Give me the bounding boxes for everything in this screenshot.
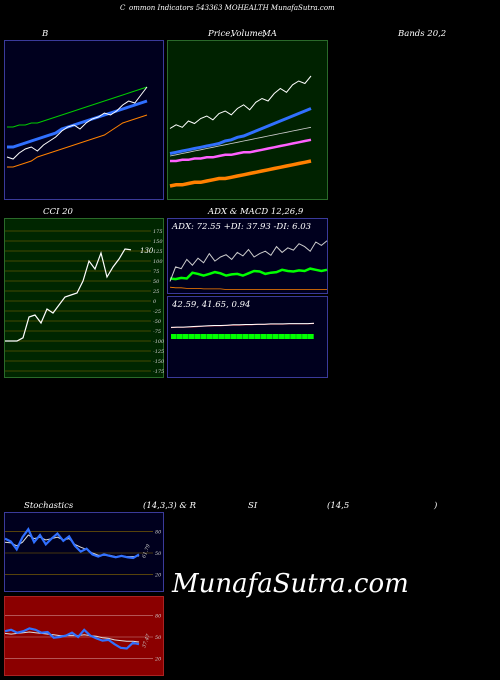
stoch-tick-label: 80 bbox=[155, 529, 162, 535]
rsi-main-line bbox=[4, 627, 140, 650]
adx-minus-di-line bbox=[169, 286, 327, 290]
macd-histogram-bar bbox=[308, 334, 314, 339]
bb-upper-band-line bbox=[7, 86, 148, 128]
cci-tick-label: 150 bbox=[153, 239, 163, 245]
bands-short-label: B bbox=[42, 29, 49, 39]
si-label: SI bbox=[248, 501, 258, 511]
rsi-close-label: ) bbox=[434, 501, 438, 511]
rsi-params-label: (14,5 bbox=[327, 501, 350, 511]
cci-tick-label: -50 bbox=[153, 319, 162, 325]
macd-panel: 42.59, 41.65, 0.94 bbox=[167, 296, 328, 378]
volume-label: Volume, bbox=[231, 29, 266, 39]
stoch-tick-label: 20 bbox=[154, 573, 162, 579]
cci-tick-label: 50 bbox=[153, 279, 160, 285]
cci-tick-label: 175 bbox=[153, 229, 163, 235]
stochastics-label: Stochastics bbox=[24, 501, 74, 511]
rsi-tick-label: 50 bbox=[155, 635, 162, 641]
stoch-tick-label: 50 bbox=[155, 551, 162, 557]
macd-readout: 42.59, 41.65, 0.94 bbox=[172, 300, 251, 310]
macd-histogram-bar bbox=[200, 334, 207, 339]
stoch-params-label: (14,3,3) & R bbox=[143, 501, 197, 511]
macd-histogram-bar bbox=[171, 334, 177, 339]
header-title-c: C bbox=[120, 4, 126, 12]
cci-tick-label: -125 bbox=[153, 349, 164, 355]
bb-middle-band-line bbox=[7, 99, 148, 149]
macd-histogram-bar bbox=[212, 334, 219, 339]
stoch-last-label: 61.79 bbox=[141, 543, 152, 559]
cci-tick-label: -175 bbox=[153, 369, 164, 375]
price-ma-panel bbox=[167, 40, 328, 200]
bb-lower-band-line bbox=[7, 114, 148, 168]
macd-histogram-bar bbox=[296, 334, 302, 339]
macd-histogram-bar bbox=[230, 334, 237, 339]
macd-line bbox=[170, 322, 315, 328]
adx-plus-di-line bbox=[169, 267, 328, 281]
rsi-chart: 80 50 20 37.47 bbox=[4, 613, 162, 663]
macd-histogram-bar bbox=[242, 334, 249, 339]
cci-tick-label: 75 bbox=[153, 269, 159, 275]
macd-chart bbox=[170, 322, 315, 339]
bands-label: Bands 20,2 bbox=[398, 29, 447, 39]
watermark: MunafaSutra.com bbox=[172, 569, 409, 599]
cci-tick-label: -100 bbox=[153, 339, 165, 345]
cci-line bbox=[5, 248, 132, 342]
adx-chart bbox=[169, 240, 328, 290]
macd-histogram-bar bbox=[248, 334, 255, 339]
adx-line bbox=[169, 240, 328, 282]
macd-histogram-bar bbox=[290, 334, 296, 339]
cci-tick-label: -150 bbox=[153, 359, 165, 365]
macd-histogram-bar bbox=[177, 334, 183, 339]
ma-volume-line bbox=[169, 159, 312, 188]
cci-tick-label: -75 bbox=[153, 329, 161, 335]
adx-panel: ADX: 72.55 +DI: 37.93 -DI: 6.03 bbox=[167, 218, 328, 294]
bollinger-chart bbox=[6, 86, 148, 168]
macd-histogram-bar bbox=[194, 334, 201, 339]
macd-histogram-bar bbox=[206, 334, 213, 339]
macd-histogram-bar bbox=[266, 334, 272, 339]
header-title-rest: ommon Indicators 543363 MOHEALTH MunafaS… bbox=[129, 4, 335, 12]
bb-price-line bbox=[6, 86, 148, 160]
cci-chart: 175 150 125 100 75 50 25 0 -25 -50 -75 -100 -125 -150… bbox=[5, 229, 165, 375]
macd-histogram-bar bbox=[254, 334, 261, 339]
price-label: Price, bbox=[208, 29, 233, 39]
macd-histogram-bar bbox=[236, 334, 243, 339]
macd-histogram-bar bbox=[188, 334, 195, 339]
stochastics-chart: 80 50 20 61.79 bbox=[4, 527, 162, 579]
macd-histogram-bar bbox=[278, 334, 284, 339]
ma-label: MA bbox=[262, 29, 277, 39]
cci-tick-label: -25 bbox=[153, 309, 161, 315]
macd-histogram-bar bbox=[302, 334, 308, 339]
adx-macd-label: ADX & MACD 12,26,9 bbox=[208, 207, 304, 217]
rsi-signal-line bbox=[4, 631, 140, 643]
macd-histogram-bar bbox=[284, 334, 290, 339]
macd-histogram-bar bbox=[272, 334, 278, 339]
macd-histogram-bar bbox=[218, 334, 225, 339]
cci-tick-label: 125 bbox=[153, 249, 163, 255]
rsi-panel: 80 50 20 37.47 bbox=[4, 596, 164, 676]
macd-histogram-bar bbox=[224, 334, 231, 339]
cci-last-value: 130 bbox=[140, 247, 154, 255]
cci-label: CCI 20 bbox=[43, 207, 73, 217]
ma-short-line bbox=[169, 107, 312, 155]
price-ma-chart bbox=[169, 75, 312, 188]
header-title: C bbox=[120, 4, 125, 12]
stochastics-panel: 80 50 20 61.79 bbox=[4, 512, 164, 592]
adx-readout: ADX: 72.55 +DI: 37.93 -DI: 6.03 bbox=[172, 222, 312, 232]
bollinger-panel bbox=[4, 40, 164, 200]
rsi-tick-label: 20 bbox=[154, 657, 162, 663]
stoch-signal-line bbox=[4, 534, 140, 558]
ma-mid-line bbox=[169, 126, 312, 157]
rsi-tick-label: 80 bbox=[155, 613, 162, 619]
macd-histogram-bar bbox=[260, 334, 267, 339]
cci-tick-label: 0 bbox=[153, 299, 157, 305]
cci-panel: 175 150 125 100 75 50 25 0 -25 -50 -75 -100 -125 -150… bbox=[4, 218, 165, 378]
cci-tick-label: 25 bbox=[152, 289, 159, 295]
cci-tick-label: 100 bbox=[153, 259, 163, 265]
ma-long-line bbox=[170, 138, 312, 163]
ma-price-line bbox=[169, 75, 312, 129]
stoch-main-line bbox=[4, 527, 140, 560]
macd-histogram-bar bbox=[182, 334, 189, 339]
rsi-last-label: 37.47 bbox=[141, 633, 152, 649]
